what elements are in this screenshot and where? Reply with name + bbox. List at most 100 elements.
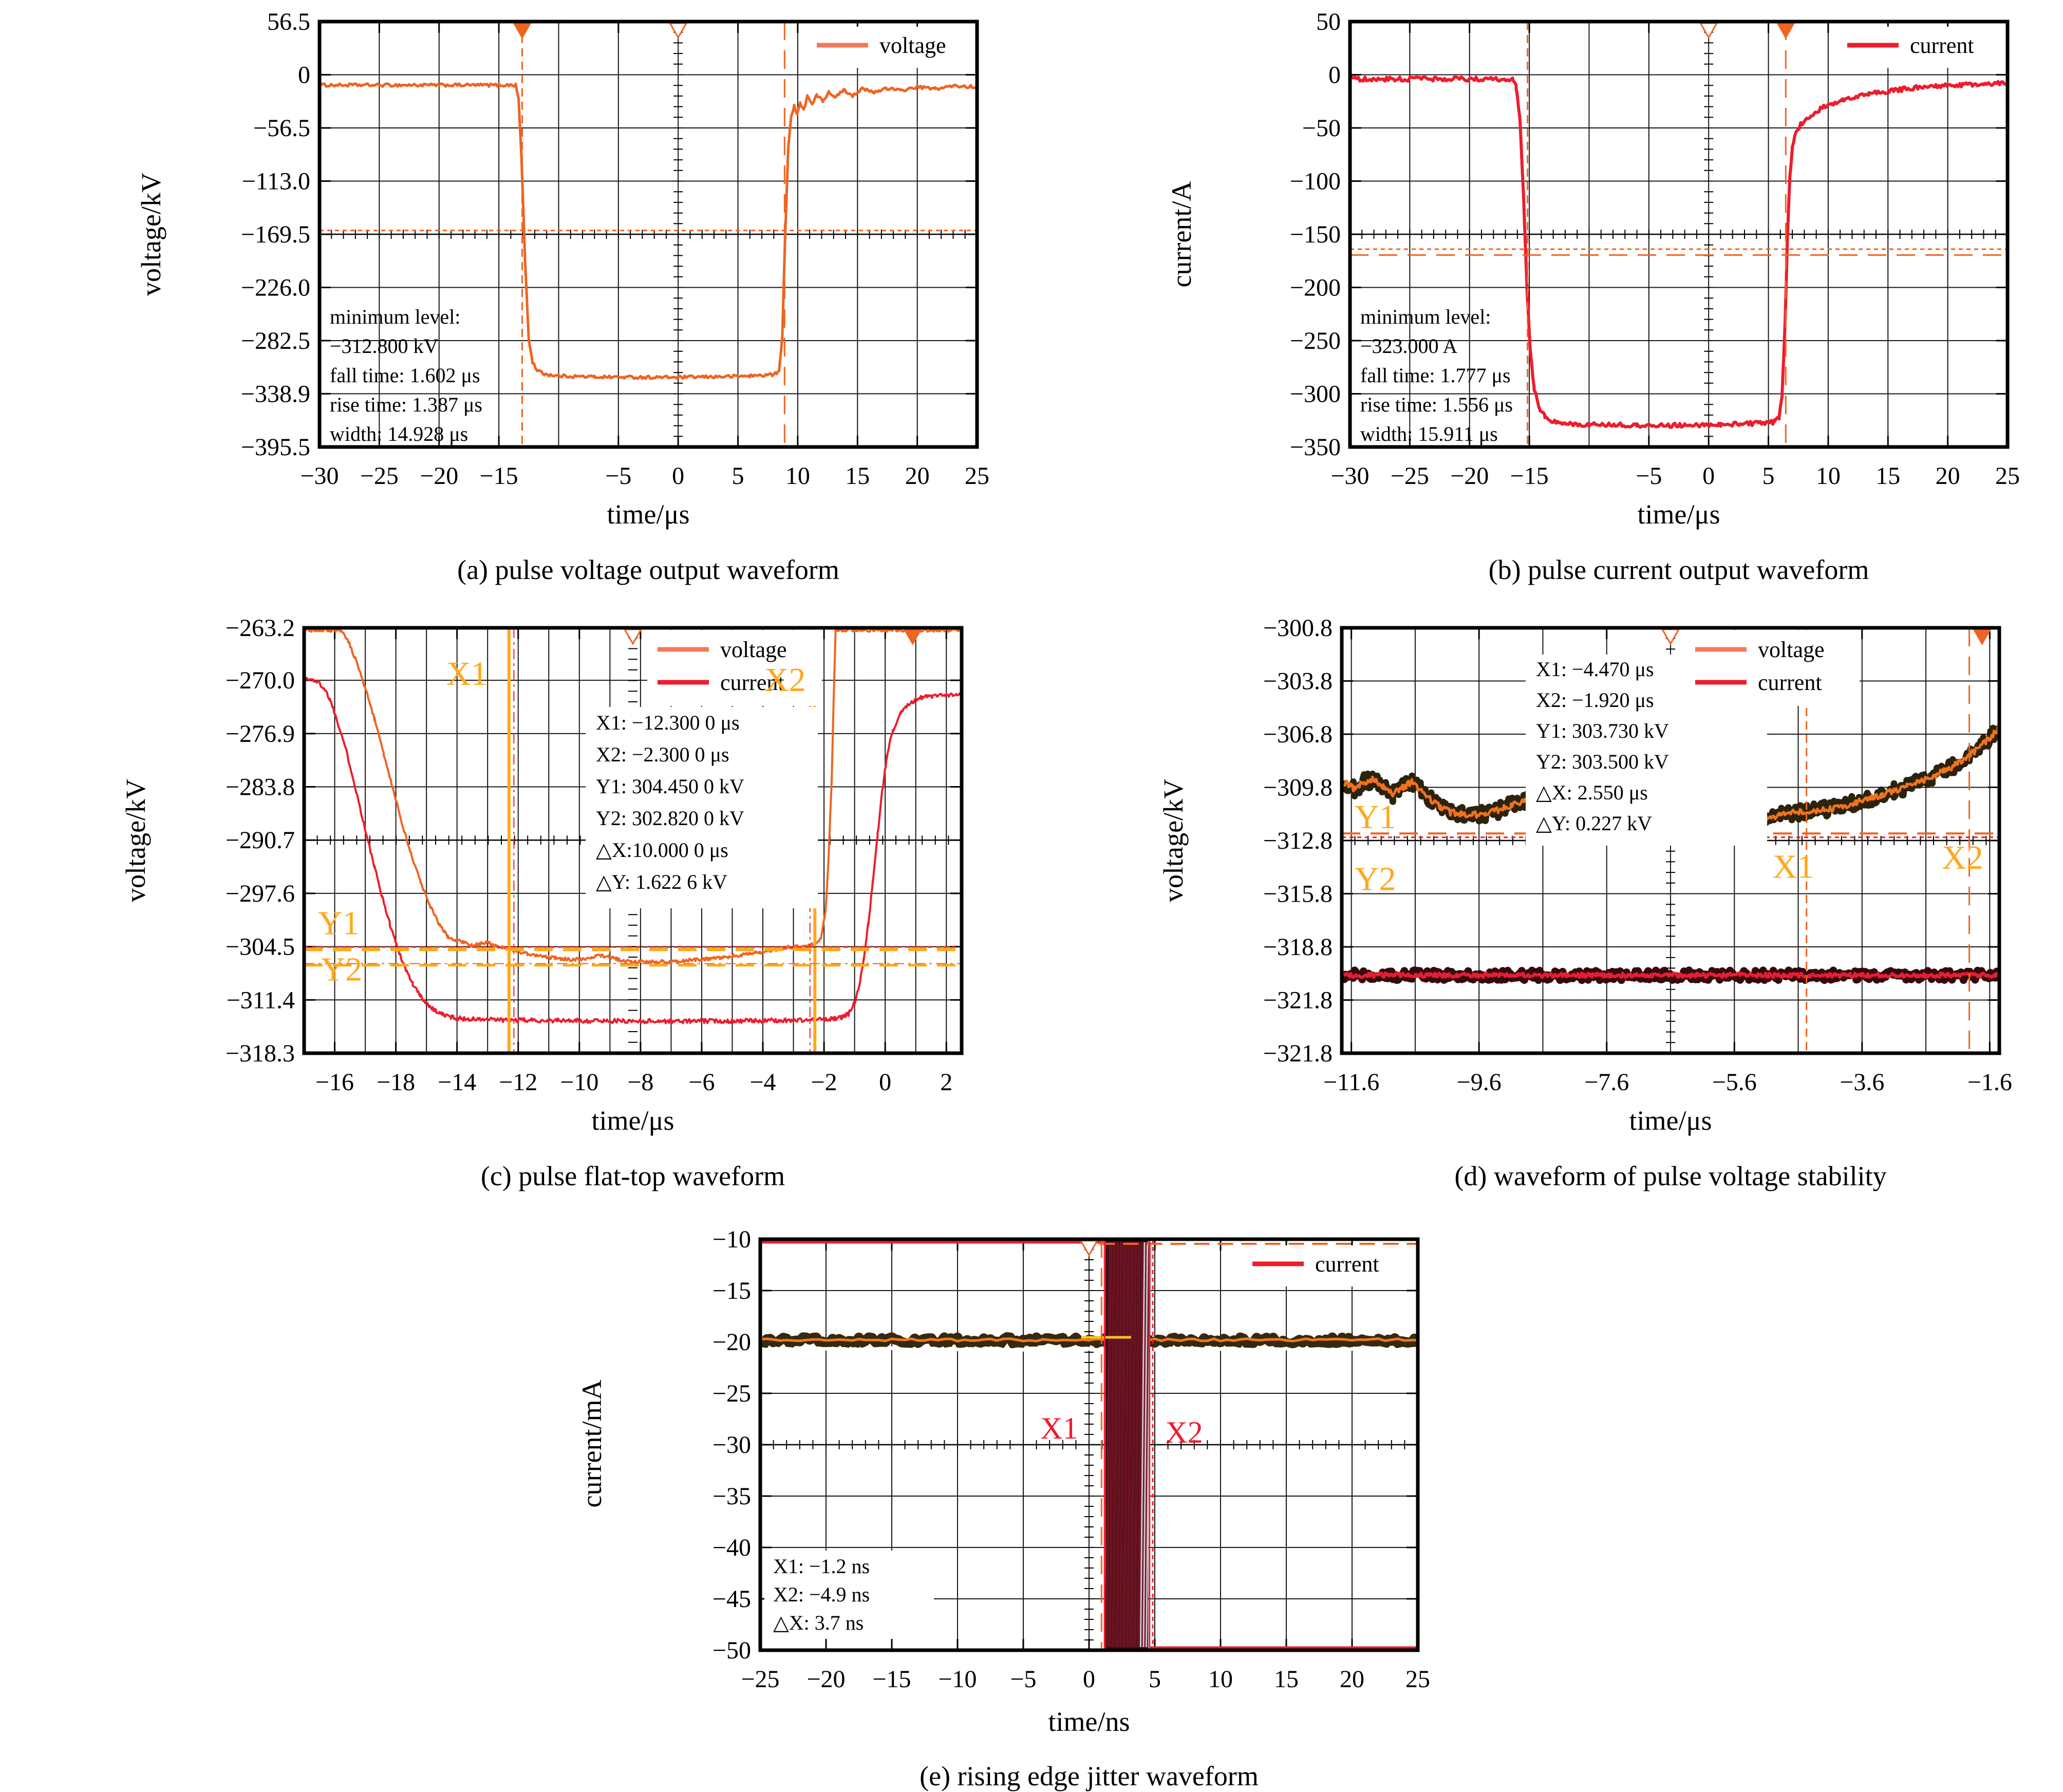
svg-text:−14: −14 [438,1069,476,1096]
x-axis-label: time/μs [1629,1105,1712,1136]
svg-text:X1: X1 [1773,848,1814,885]
svg-text:△Y: 0.227 kV: △Y: 0.227 kV [1536,812,1652,835]
svg-text:−312.800 kV: −312.800 kV [330,334,439,358]
svg-text:−15: −15 [1510,462,1549,490]
svg-text:−318.8: −318.8 [1263,934,1333,961]
svg-text:15: 15 [1876,462,1900,490]
svg-text:0: 0 [879,1069,891,1096]
y-axis-label: voltage/kV [136,173,166,296]
svg-text:15: 15 [845,462,870,490]
caption: (e) rising edge jitter waveform [920,1761,1259,1791]
chart-flat-top: X1: −12.300 0 μs X2: −2.300 0 μs Y1: 304.4… [226,614,964,1096]
panel-flat-top: X1: −12.300 0 μs X2: −2.300 0 μs Y1: 304.4… [51,606,1017,1212]
panel-voltage-stability: X1: −4.470 μs X2: −1.920 μs Y1: 303.730 kV… [1089,606,2055,1212]
svg-text:−250: −250 [1290,327,1341,354]
svg-text:−10: −10 [560,1069,598,1096]
svg-text:−30: −30 [1330,462,1369,490]
svg-text:−321.8: −321.8 [1263,987,1333,1014]
svg-text:Y1: Y1 [1355,798,1396,836]
svg-text:−25: −25 [741,1666,779,1693]
caption: (d) waveform of pulse voltage stability [1454,1161,1887,1191]
svg-text:−309.8: −309.8 [1263,774,1333,801]
svg-text:X2: X2 [764,661,806,699]
svg-text:width: 15.911 μs: width: 15.911 μs [1360,422,1498,445]
svg-text:−20: −20 [712,1329,751,1356]
svg-text:−318.3: −318.3 [226,1040,295,1067]
y-axis-label: current/A [1166,181,1197,288]
svg-text:25: 25 [965,462,989,490]
x-axis-label: time/ns [1048,1706,1130,1737]
svg-text:−35: −35 [712,1483,751,1510]
chart-voltage-output: minimum level: −312.800 kV fall time: 1.60… [241,8,995,490]
svg-text:0: 0 [672,462,684,490]
svg-text:0: 0 [1328,62,1341,89]
panel-rising-edge-jitter: X1: −1.2 ns X2: −4.9 ns △X: 3.7 ns current X… [508,1224,1473,1791]
chart-current-output: minimum level: −323.000 A fall time: 1.777… [1290,8,2025,490]
svg-text:−150: −150 [1290,221,1341,248]
svg-text:−10: −10 [938,1666,977,1693]
svg-text:10: 10 [1208,1666,1233,1693]
svg-text:Y2: 302.820 0 kV: Y2: 302.820 0 kV [596,807,744,830]
svg-text:−56.5: −56.5 [253,115,310,142]
svg-text:current: current [1315,1252,1379,1277]
svg-text:−263.2: −263.2 [226,614,295,642]
svg-text:Y2: Y2 [1355,861,1396,898]
svg-text:current: current [720,670,784,695]
svg-text:fall time: 1.777 μs: fall time: 1.777 μs [1360,364,1511,387]
svg-text:X1: −1.2 ns: X1: −1.2 ns [773,1555,870,1578]
svg-text:−30: −30 [300,462,339,490]
svg-text:5: 5 [1149,1666,1161,1693]
svg-text:−10: −10 [712,1226,751,1253]
svg-text:−283.8: −283.8 [226,774,295,801]
svg-text:−40: −40 [712,1534,751,1561]
svg-text:−276.9: −276.9 [226,720,295,748]
svg-text:−169.5: −169.5 [241,221,310,248]
svg-text:−338.9: −338.9 [241,380,310,407]
svg-text:△X: 3.7 ns: △X: 3.7 ns [773,1611,864,1634]
svg-text:Y1: 304.450 0 kV: Y1: 304.450 0 kV [596,775,744,798]
y-axis-label: voltage/kV [1158,779,1189,902]
svg-text:−113.0: −113.0 [242,168,310,195]
svg-text:−321.8: −321.8 [1263,1040,1333,1067]
svg-text:X1: X1 [446,655,488,693]
y-axis-label: voltage/kV [120,779,151,902]
svg-text:−15: −15 [480,462,518,490]
svg-text:−300.8: −300.8 [1263,614,1333,642]
svg-text:−20: −20 [1450,462,1489,490]
svg-text:−270.0: −270.0 [226,667,295,694]
chart-rising-edge-jitter: X1: −1.2 ns X2: −4.9 ns △X: 3.7 ns current X… [712,1226,1430,1693]
svg-text:Y2: Y2 [321,951,363,988]
svg-text:−282.5: −282.5 [241,327,310,354]
svg-text:−16: −16 [315,1069,354,1096]
svg-text:−226.0: −226.0 [241,274,310,302]
svg-text:X2: −2.300 0 μs: X2: −2.300 0 μs [596,743,729,766]
svg-text:Y1: 303.730 kV: Y1: 303.730 kV [1536,719,1669,742]
svg-text:56.5: 56.5 [267,8,310,35]
svg-text:−30: −30 [712,1431,751,1459]
svg-text:−306.8: −306.8 [1263,721,1333,748]
svg-text:X1: −12.300 0 μs: X1: −12.300 0 μs [596,711,740,734]
x-axis-label: time/μs [607,499,690,530]
svg-text:X2: X2 [1165,1415,1203,1449]
svg-text:0: 0 [1702,462,1715,490]
svg-text:−18: −18 [377,1069,415,1096]
svg-text:width: 14.928 μs: width: 14.928 μs [330,422,468,445]
svg-text:−25: −25 [712,1380,751,1407]
svg-text:−1.6: −1.6 [1967,1069,2012,1096]
svg-text:5: 5 [1762,462,1775,490]
svg-text:15: 15 [1274,1666,1299,1693]
y-axis-label: current/mA [576,1379,607,1508]
svg-text:−300: −300 [1290,381,1341,408]
svg-text:20: 20 [1936,462,1960,490]
svg-text:current: current [1910,33,1974,58]
x-axis-label: time/μs [1637,499,1720,530]
svg-text:−350: −350 [1290,434,1341,461]
svg-text:−6: −6 [688,1069,715,1096]
svg-text:20: 20 [905,462,930,490]
svg-text:0: 0 [1083,1666,1095,1693]
svg-text:−395.5: −395.5 [241,434,310,461]
svg-text:−100: −100 [1290,168,1341,195]
svg-text:−20: −20 [420,462,458,490]
svg-text:−290.7: −290.7 [226,827,295,854]
svg-text:−304.5: −304.5 [226,934,295,961]
